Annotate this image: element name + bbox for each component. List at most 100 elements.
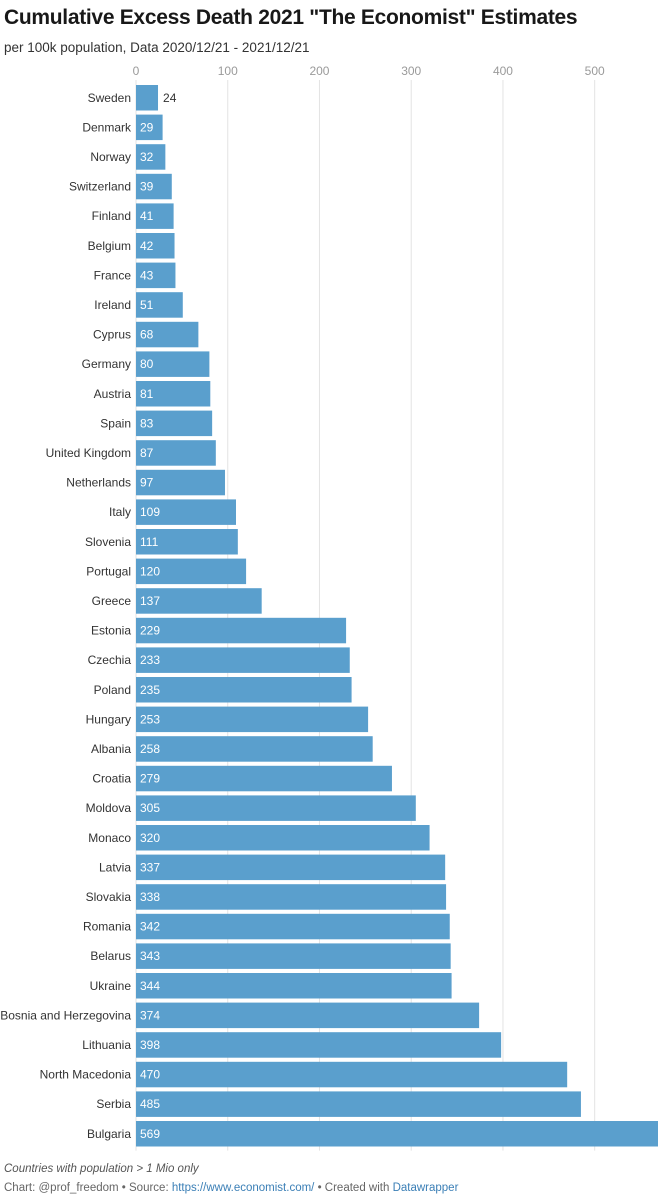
data-label: 87	[140, 446, 154, 460]
bar	[136, 292, 183, 318]
bar	[136, 677, 352, 703]
footer-separator: •	[314, 1182, 325, 1194]
data-label: 305	[140, 801, 160, 815]
bar	[136, 1121, 658, 1147]
chart-notes: Countries with population > 1 Mio only	[4, 1163, 199, 1175]
category-label: Norway	[90, 150, 131, 164]
category-label: Ukraine	[90, 979, 132, 993]
bar	[136, 1091, 581, 1117]
category-label: Czechia	[88, 653, 132, 667]
data-label: 569	[140, 1127, 160, 1141]
data-label: 343	[140, 949, 160, 963]
bar	[136, 736, 373, 762]
bar	[136, 1032, 502, 1058]
data-label: 235	[140, 683, 160, 697]
category-label: Ireland	[94, 298, 131, 312]
category-label: Slovenia	[85, 535, 131, 549]
datawrapper-link[interactable]: Datawrapper	[392, 1182, 459, 1194]
bar	[136, 617, 347, 644]
category-label: Finland	[92, 209, 131, 223]
category-label: Denmark	[82, 120, 132, 134]
bar	[136, 795, 416, 821]
category-label: Poland	[94, 683, 131, 697]
footer-chart-credit: Chart: @prof_freedom	[4, 1182, 119, 1194]
data-label: 39	[140, 180, 154, 194]
x-tick-label: 0	[133, 64, 140, 78]
category-label: United Kingdom	[46, 446, 131, 460]
data-label: 32	[140, 150, 154, 164]
bar	[136, 410, 213, 437]
bar	[136, 943, 451, 969]
bar	[136, 647, 350, 673]
data-label: 42	[140, 239, 154, 253]
category-label: Estonia	[91, 624, 131, 638]
category-label: Bulgaria	[87, 1127, 131, 1141]
bar	[136, 973, 452, 999]
bar	[136, 173, 172, 200]
bar	[136, 706, 369, 733]
bar	[136, 262, 176, 289]
category-label: Switzerland	[69, 180, 131, 194]
bar	[136, 381, 211, 407]
data-label: 470	[140, 1068, 160, 1082]
data-label: 229	[140, 624, 160, 638]
category-label: Netherlands	[66, 476, 131, 490]
data-label: 344	[140, 979, 160, 993]
data-label: 43	[140, 268, 154, 282]
category-label: Sweden	[88, 91, 131, 105]
data-label: 97	[140, 476, 154, 490]
category-label: Portugal	[86, 564, 131, 578]
bar	[136, 765, 392, 792]
category-label: Spain	[100, 416, 131, 430]
data-label: 81	[140, 387, 154, 401]
x-tick-label: 200	[309, 64, 329, 78]
chart-title: Cumulative Excess Death 2021 "The Econom…	[4, 6, 578, 29]
category-label: Greece	[92, 594, 132, 608]
data-label: 83	[140, 416, 154, 430]
data-label: 398	[140, 1038, 160, 1052]
bar	[136, 1002, 480, 1029]
category-label: Cyprus	[93, 328, 131, 342]
category-label: Moldova	[86, 801, 132, 815]
category-label: Serbia	[96, 1097, 131, 1111]
bar	[136, 85, 159, 111]
bar	[136, 351, 210, 377]
category-label: France	[94, 268, 132, 282]
bar-chart: 0 100 200 300 400 500 Sweden 24 Denmark 29 Norway 3…	[0, 64, 658, 1151]
category-label: Austria	[94, 387, 132, 401]
x-tick-label: 400	[493, 64, 513, 78]
data-label: 374	[140, 1008, 160, 1022]
category-label: Croatia	[92, 772, 131, 786]
data-label: 253	[140, 712, 160, 726]
data-label: 258	[140, 742, 160, 756]
x-tick-label: 100	[218, 64, 238, 78]
bar	[136, 440, 216, 466]
data-label: 41	[140, 209, 154, 223]
bar	[136, 114, 163, 141]
category-label: Latvia	[99, 860, 131, 874]
bar	[136, 854, 446, 881]
data-label: 80	[140, 357, 154, 371]
bar	[136, 203, 174, 229]
bar	[136, 884, 447, 910]
footer-created-label: Created with	[324, 1182, 393, 1194]
data-label: 51	[140, 298, 154, 312]
category-label: Belarus	[90, 949, 131, 963]
category-label: Hungary	[86, 712, 131, 726]
x-tick-label: 300	[401, 64, 421, 78]
bar	[136, 321, 199, 348]
category-label: Monaco	[88, 831, 131, 845]
category-label: Slovakia	[86, 890, 132, 904]
data-label: 485	[140, 1097, 160, 1111]
bar	[136, 469, 225, 496]
bar	[136, 1061, 568, 1088]
chart-footer: Chart: @prof_freedom • Source: https://w…	[4, 1182, 458, 1194]
bar	[136, 233, 175, 259]
source-link[interactable]: https://www.economist.com/	[171, 1182, 315, 1194]
data-label: 120	[140, 564, 160, 578]
data-label: 24	[163, 91, 177, 105]
data-label: 279	[140, 772, 160, 786]
category-label: Romania	[83, 920, 131, 934]
category-label: Bosnia and Herzegovina	[0, 1008, 131, 1022]
bar	[136, 499, 236, 525]
